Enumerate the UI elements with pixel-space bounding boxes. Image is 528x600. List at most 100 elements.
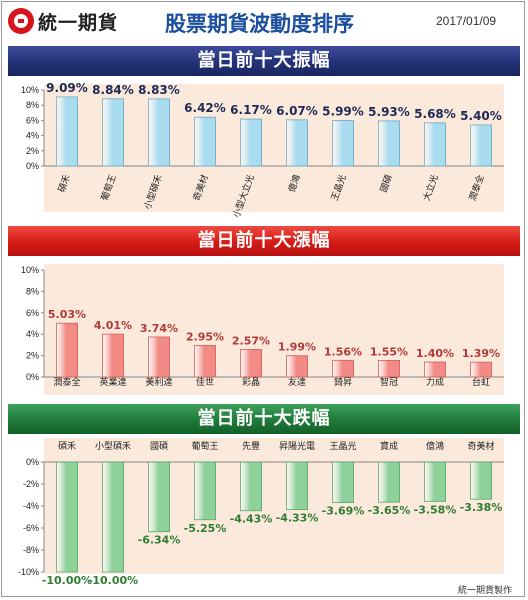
amplitude-bar <box>378 120 400 167</box>
brand-logo-icon <box>8 8 34 34</box>
amplitude-value-label: 6.42% <box>184 101 226 115</box>
rise-bar <box>194 345 216 378</box>
rise-value-label: 2.95% <box>186 330 224 343</box>
amplitude-bar <box>56 96 78 167</box>
fall-category-label: 奇美材 <box>467 440 494 452</box>
amplitude-y-tick-label: 8% <box>26 100 39 110</box>
amplitude-y-tick-label: 2% <box>26 146 39 156</box>
rise-section-title: 當日前十大漲幅 <box>8 226 520 256</box>
rise-value-label: 1.40% <box>416 347 454 360</box>
rise-value-label: 1.99% <box>278 341 316 354</box>
fall-bar <box>148 461 170 533</box>
rise-bar <box>470 361 492 378</box>
fall-category-label: 葡萄王 <box>191 440 218 452</box>
fall-value-label: -6.34% <box>138 534 181 547</box>
fall-value-label: -3.58% <box>414 503 457 516</box>
fall-bar <box>470 461 492 500</box>
rise-bar <box>286 355 308 378</box>
amplitude-value-label: 6.07% <box>276 104 318 118</box>
rise-y-tick-label: 2% <box>26 351 39 361</box>
rise-category-label: 力成 <box>426 376 444 388</box>
amplitude-y-tick-label: 0% <box>26 161 39 171</box>
fall-section-title: 當日前十大跌幅 <box>8 404 520 434</box>
fall-bar <box>424 461 446 502</box>
fall-bar <box>56 461 78 573</box>
rise-value-label: 4.01% <box>94 319 132 332</box>
amplitude-section-title: 當日前十大振幅 <box>8 46 520 76</box>
footer-credit: 統一期貨製作 <box>458 586 513 596</box>
fall-bar <box>332 461 354 503</box>
fall-category-label: 億鴻 <box>426 440 444 452</box>
rise-category-label: 錡昇 <box>334 376 352 388</box>
fall-category-label: 碩禾 <box>58 441 76 452</box>
fall-value-label: -3.65% <box>368 504 411 517</box>
rise-bar <box>378 360 400 378</box>
fall-y-tick-label: -6% <box>23 523 39 533</box>
fall-category-label: 寶成 <box>380 440 398 452</box>
rise-bar <box>102 333 124 378</box>
rise-y-tick-label: 4% <box>26 329 39 339</box>
amplitude-bar <box>286 119 308 167</box>
amplitude-bar <box>194 116 216 167</box>
fall-value-label: -5.25% <box>184 522 227 535</box>
amplitude-y-tick-label: 6% <box>26 115 39 125</box>
fall-bar <box>286 461 308 511</box>
rise-value-label: 1.39% <box>462 347 500 360</box>
fall-y-tick-label: -10% <box>18 567 39 577</box>
rise-value-label: 1.56% <box>324 345 362 358</box>
fall-value-label: -4.43% <box>230 513 273 526</box>
fall-y-tick-label: -4% <box>23 501 39 511</box>
header: 統一期貨 股票期貨波動度排序 2017/01/09 <box>0 0 528 42</box>
rise-y-tick-label: 6% <box>26 308 39 318</box>
fall-category-label: 國碩 <box>150 441 168 452</box>
fall-value-label: -3.38% <box>460 501 503 514</box>
fall-value-label: -10.00% <box>42 574 92 587</box>
amplitude-value-label: 6.17% <box>230 103 272 117</box>
fall-bar <box>240 461 262 512</box>
rise-bar <box>148 336 170 378</box>
brand-name: 統一期貨 <box>38 12 119 34</box>
rise-value-label: 2.57% <box>232 335 270 348</box>
amplitude-value-label: 9.09% <box>46 81 88 95</box>
fall-category-label: 王晶光 <box>329 440 356 452</box>
amplitude-bar <box>424 122 446 167</box>
fall-y-tick-label: -8% <box>23 545 39 555</box>
rise-bar <box>56 322 78 378</box>
amplitude-bar <box>148 98 170 167</box>
fall-value-label: -10.00% <box>88 574 138 587</box>
rise-category-label: 佳世 <box>196 376 214 388</box>
amplitude-y-tick-label: 10% <box>21 85 39 95</box>
fall-y-tick-label: -2% <box>23 479 39 489</box>
rise-y-tick-label: 0% <box>26 372 39 382</box>
fall-category-label: 小型碩禾 <box>95 441 131 452</box>
amplitude-bar <box>240 118 262 167</box>
rise-bar <box>424 361 446 378</box>
amplitude-value-label: 8.83% <box>138 83 180 97</box>
fall-bar <box>378 461 400 503</box>
amplitude-bar <box>470 124 492 167</box>
amplitude-value-label: 5.99% <box>322 104 364 118</box>
amplitude-value-label: 5.68% <box>414 107 456 121</box>
rise-bar <box>240 349 262 378</box>
rise-value-label: 3.74% <box>140 322 178 335</box>
rise-category-label: 潤泰全 <box>53 376 80 388</box>
amplitude-value-label: 5.40% <box>460 109 502 123</box>
fall-category-label: 先豐 <box>242 440 260 452</box>
rise-category-label: 台虹 <box>472 376 490 388</box>
rise-value-label: 1.55% <box>370 345 408 358</box>
amplitude-y-tick-label: 4% <box>26 131 39 141</box>
fall-value-label: -3.69% <box>322 505 365 518</box>
rise-category-label: 彩晶 <box>242 377 260 388</box>
page-title: 股票期貨波動度排序 <box>165 12 354 36</box>
report-date: 2017/01/09 <box>436 14 497 28</box>
amplitude-bar <box>332 120 354 167</box>
rise-category-label: 美利達 <box>145 376 172 388</box>
rise-category-label: 友達 <box>288 376 306 388</box>
rise-bar <box>332 359 354 378</box>
rise-value-label: 5.03% <box>48 308 86 321</box>
amplitude-value-label: 8.84% <box>92 83 134 97</box>
fall-bar <box>102 461 124 573</box>
fall-value-label: -4.33% <box>276 512 319 525</box>
rise-category-label: 英業達 <box>99 376 126 388</box>
